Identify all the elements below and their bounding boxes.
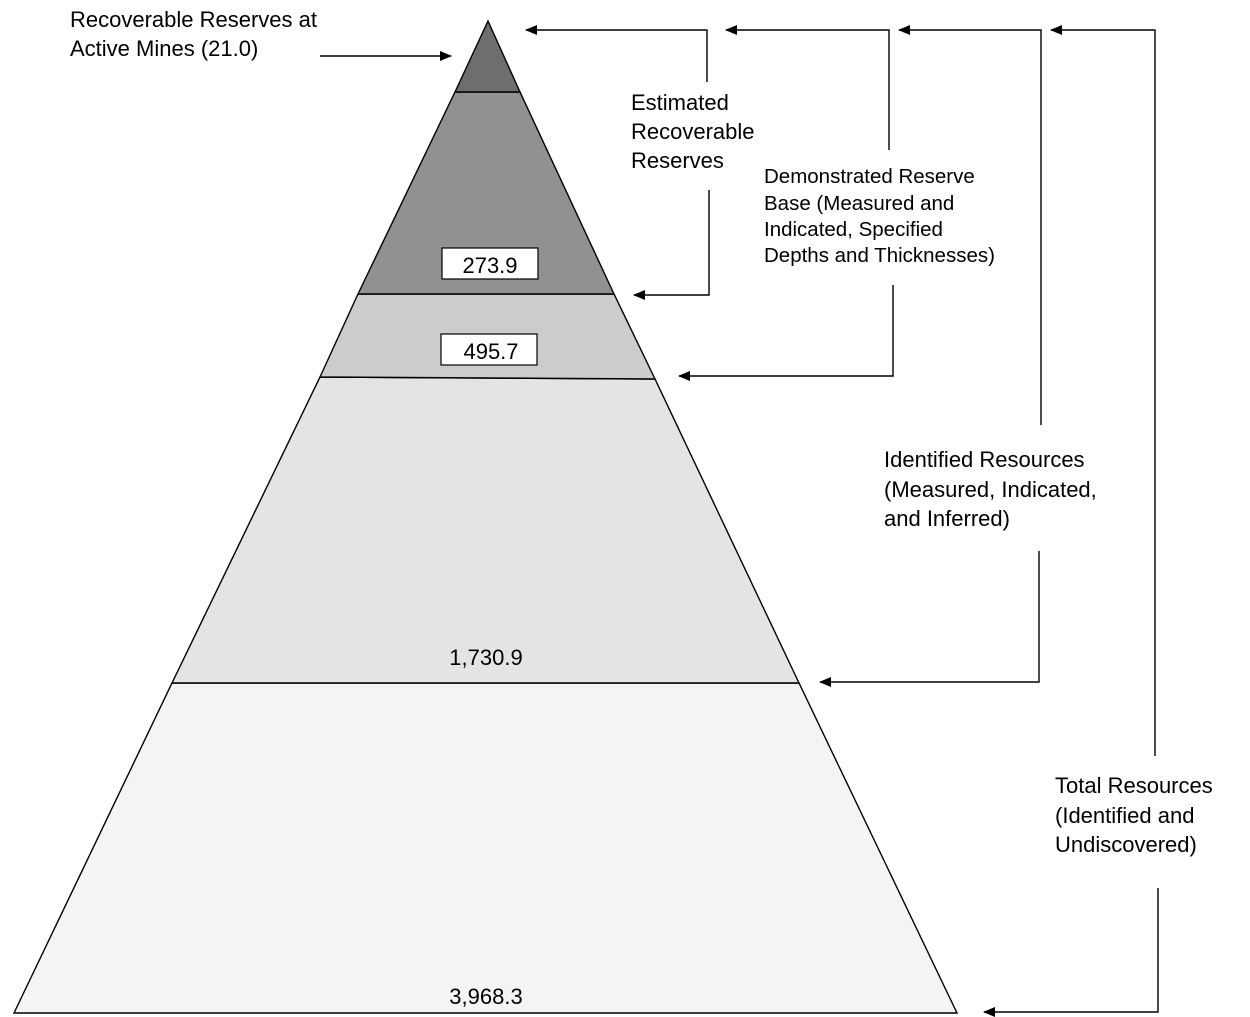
total-bracket-bottom-arrow bbox=[983, 888, 1159, 1017]
tier-active-mines-reserves bbox=[453, 19, 522, 93]
recoverable-bracket-top-arrow bbox=[525, 25, 708, 82]
demonstrated-bracket-top-arrow bbox=[725, 25, 890, 150]
recoverable-value: 273.9 bbox=[462, 253, 517, 278]
recoverable-bracket-bottom-arrow bbox=[633, 190, 710, 300]
total-bracket-top-arrow bbox=[1050, 25, 1156, 756]
total-resources-label: Total Resources (Identified and Undiscov… bbox=[1055, 773, 1219, 857]
recoverable-value-box bbox=[441, 247, 539, 280]
demonstrated-value-box bbox=[440, 333, 538, 366]
active-mines-label: Recoverable Reserves at Active Mines (21… bbox=[70, 7, 323, 61]
demonstrated-bracket-bottom-arrow bbox=[678, 285, 894, 381]
identified-bracket-top-arrow bbox=[898, 25, 1042, 425]
tier-total-resources bbox=[12, 682, 959, 1014]
recoverable-reserves-label: Estimated Recoverable Reserves bbox=[631, 90, 761, 173]
demonstrated-reserve-base-label: Demonstrated Reserve Base (Measured and … bbox=[764, 165, 995, 267]
identified-resources-label: Identified Resources (Measured, Indicate… bbox=[884, 447, 1103, 531]
total-value: 3,968.3 bbox=[449, 984, 522, 1009]
demonstrated-value: 495.7 bbox=[463, 339, 518, 364]
identified-value: 1,730.9 bbox=[449, 645, 522, 670]
tier-identified-resources bbox=[170, 376, 801, 684]
identified-bracket-bottom-arrow bbox=[819, 551, 1040, 687]
